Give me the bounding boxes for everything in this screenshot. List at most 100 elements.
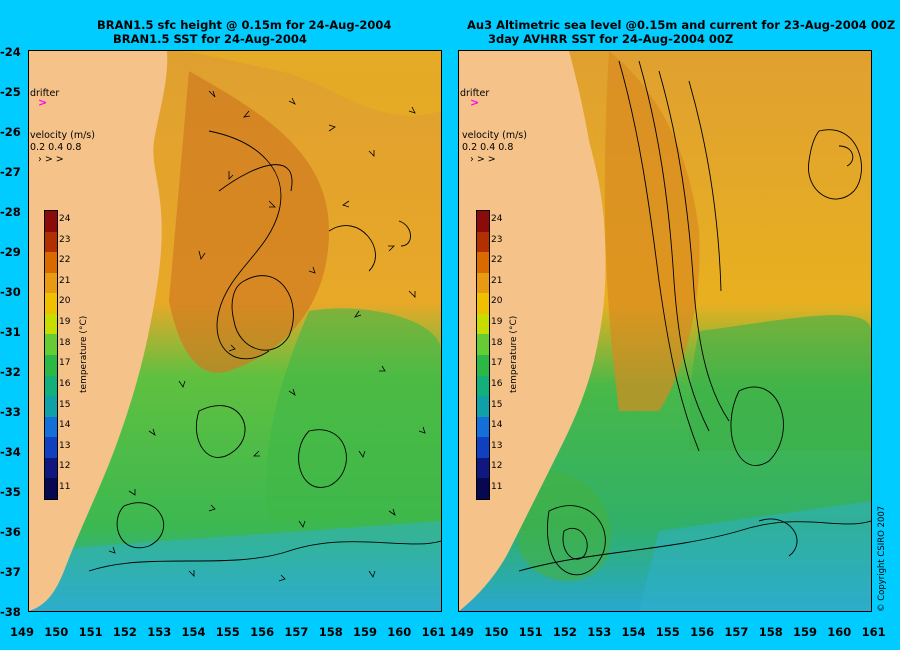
- x-axis-right-tick-label: 151: [518, 625, 543, 639]
- y-axis-tick-label: -25: [0, 85, 21, 99]
- left-drifter-label: drifter: [30, 88, 60, 99]
- left-colorbar-tick-label: 24: [59, 214, 71, 224]
- x-axis-right-tick-label: 159: [793, 625, 818, 639]
- left-colorbar-segment: [45, 375, 57, 397]
- warm-north-region: [169, 51, 441, 116]
- right-colorbar-tick-label: 17: [491, 358, 503, 369]
- left-title-line1: BRAN1.5 sfc height @ 0.15m for 24-Aug-20…: [97, 18, 392, 32]
- cool-eddy-south: [519, 469, 611, 581]
- y-axis-tick-label: -37: [0, 565, 21, 579]
- y-axis-tick-label: -32: [0, 365, 21, 379]
- right-drifter-marker: >: [470, 96, 480, 109]
- right-colorbar-tick-label: 13: [491, 440, 503, 451]
- left-map-panel: [28, 50, 442, 612]
- left-colorbar: [44, 210, 58, 500]
- left-colorbar-tick-label: 16: [59, 378, 71, 389]
- y-axis-tick-label: -28: [0, 205, 21, 219]
- left-colorbar-tick-label: 14: [59, 420, 71, 431]
- x-axis-left-tick-label: 154: [181, 625, 206, 639]
- left-title-line2: BRAN1.5 SST for 24-Aug-2004: [113, 32, 307, 46]
- right-colorbar-segment: [477, 416, 489, 438]
- right-colorbar-tick-label: 12: [491, 461, 503, 472]
- x-axis-left-tick-label: 160: [387, 625, 412, 639]
- x-axis-left-tick-label: 161: [421, 625, 446, 639]
- right-colorbar-tick-label: 20: [491, 296, 503, 307]
- x-axis-left-tick-label: 156: [250, 625, 275, 639]
- left-colorbar-tick-label: 18: [59, 337, 71, 348]
- x-axis-right-tick-label: 155: [655, 625, 680, 639]
- right-colorbar-segment: [477, 334, 489, 356]
- y-axis-tick-label: -36: [0, 525, 21, 539]
- right-colorbar-segment: [477, 211, 489, 233]
- x-axis-left-tick-label: 155: [215, 625, 240, 639]
- right-colorbar-segment: [477, 293, 489, 315]
- left-colorbar-segment: [45, 252, 57, 274]
- left-colorbar-tick-label: 11: [59, 482, 71, 492]
- right-colorbar-title: temperature (°C): [509, 315, 519, 393]
- left-colorbar-segment: [45, 396, 57, 418]
- right-colorbar-tick-label: 23: [491, 234, 503, 245]
- x-axis-right-tick-label: 150: [484, 625, 509, 639]
- warm-eddy-region: [169, 71, 329, 373]
- copyright-notice: © Copyright CSIRO 2007: [877, 505, 887, 612]
- y-axis-tick-label: -24: [0, 45, 21, 59]
- right-title-line2: 3day AVHRR SST for 24-Aug-2004 00Z: [488, 32, 734, 46]
- y-axis-tick-label: -29: [0, 245, 21, 259]
- left-colorbar-segment: [45, 272, 57, 294]
- y-axis-tick-label: -35: [0, 485, 21, 499]
- x-axis-left-tick-label: 151: [78, 625, 103, 639]
- x-axis-left-tick-label: 157: [284, 625, 309, 639]
- right-colorbar-segment: [477, 272, 489, 294]
- left-velocity-legend-arrows: › > >: [38, 154, 64, 165]
- x-axis-right-tick-label: 152: [552, 625, 577, 639]
- left-colorbar-segment: [45, 211, 57, 233]
- right-colorbar: [476, 210, 490, 500]
- left-colorbar-segment: [45, 293, 57, 315]
- cold-region-south: [639, 501, 871, 611]
- right-colorbar-segment: [477, 252, 489, 274]
- y-axis-tick-label: -30: [0, 285, 21, 299]
- right-colorbar-segment: [477, 437, 489, 459]
- right-colorbar-tick-label: 24: [491, 214, 503, 224]
- x-axis-left-tick-label: 159: [353, 625, 378, 639]
- right-colorbar-segment: [477, 478, 489, 500]
- x-axis-right-tick-label: 157: [724, 625, 749, 639]
- sea-level-contours: [88, 130, 441, 572]
- x-axis-right-tick-label: 161: [861, 625, 886, 639]
- x-axis-right-tick-label: 156: [690, 625, 715, 639]
- right-colorbar-tick-label: 14: [491, 420, 503, 431]
- cool-region-east: [689, 315, 871, 451]
- y-axis-tick-label: -27: [0, 165, 21, 179]
- left-colorbar-segment: [45, 457, 57, 479]
- left-drifter-marker: >: [38, 96, 48, 109]
- left-colorbar-tick-label: 23: [59, 234, 71, 245]
- left-colorbar-segment: [45, 478, 57, 500]
- sea-level-contours: [518, 60, 871, 576]
- left-colorbar-tick-label: 19: [59, 317, 71, 328]
- x-axis-right-tick-label: 153: [587, 625, 612, 639]
- x-axis-right-tick-label: 158: [758, 625, 783, 639]
- right-colorbar-tick-label: 18: [491, 337, 503, 348]
- left-velocity-legend-title: velocity (m/s): [30, 130, 95, 141]
- right-map-panel: [458, 50, 872, 612]
- right-colorbar-segment: [477, 375, 489, 397]
- x-axis-left-tick-label: 158: [318, 625, 343, 639]
- left-colorbar-tick-label: 13: [59, 440, 71, 451]
- left-colorbar-tick-label: 17: [59, 358, 71, 369]
- y-axis-tick-label: -38: [0, 605, 21, 619]
- right-map-svg: [459, 51, 871, 611]
- x-axis-left-tick-label: 150: [44, 625, 69, 639]
- x-axis-left-tick-label: 152: [112, 625, 137, 639]
- right-velocity-legend-arrows: › > >: [470, 154, 496, 165]
- y-axis-tick-label: -26: [0, 125, 21, 139]
- land-australia: [29, 51, 168, 611]
- left-colorbar-tick-label: 22: [59, 255, 71, 266]
- x-axis-right-tick-label: 154: [621, 625, 646, 639]
- x-axis-left-tick-label: 149: [10, 625, 35, 639]
- right-colorbar-tick-label: 11: [491, 482, 503, 492]
- left-colorbar-segment: [45, 313, 57, 335]
- x-axis-right-tick-label: 149: [450, 625, 475, 639]
- left-colorbar-segment: [45, 231, 57, 253]
- right-colorbar-segment: [477, 313, 489, 335]
- right-colorbar-segment: [477, 231, 489, 253]
